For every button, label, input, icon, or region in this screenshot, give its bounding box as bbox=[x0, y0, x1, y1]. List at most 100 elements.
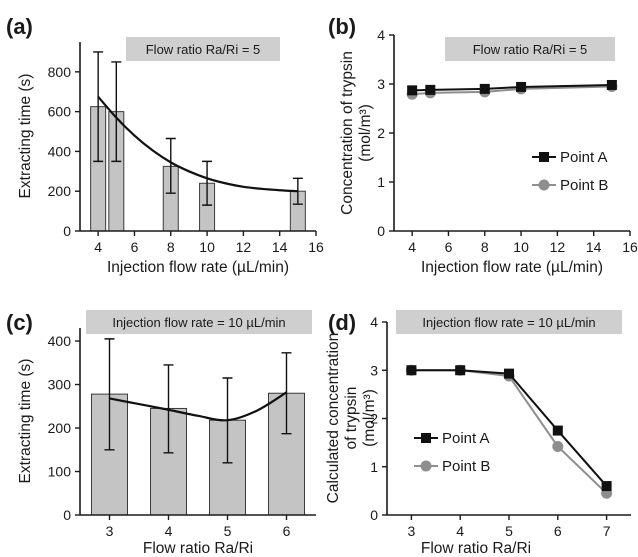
annotation-text: Injection flow rate = 10 µL/min bbox=[422, 315, 595, 330]
legend-label: Point B bbox=[560, 177, 608, 194]
y-tick-label: 800 bbox=[48, 64, 72, 80]
error-bar bbox=[165, 137, 176, 194]
marker-square bbox=[606, 79, 617, 90]
x-axis-title: Injection flow rate (µL/min) bbox=[107, 259, 289, 276]
y-axis-title: Calculated concentration bbox=[325, 333, 342, 504]
x-tick-label: 4 bbox=[165, 523, 173, 539]
x-tick-label: 3 bbox=[106, 523, 114, 539]
x-tick-label: 14 bbox=[586, 239, 602, 255]
error-bar bbox=[202, 160, 213, 206]
y-axis-unit: (mol/m³) bbox=[361, 389, 378, 447]
y-tick-label: 400 bbox=[48, 143, 72, 159]
x-tick-label: 3 bbox=[408, 523, 416, 539]
x-tick-label: 4 bbox=[94, 239, 102, 255]
marker-square bbox=[504, 368, 514, 379]
marker-square bbox=[425, 84, 436, 95]
x-tick-label: 10 bbox=[513, 239, 529, 255]
legend-marker-circle bbox=[538, 179, 550, 191]
legend-marker-circle bbox=[420, 460, 432, 472]
y-tick-label: 300 bbox=[48, 377, 72, 393]
annotation-box bbox=[445, 37, 615, 61]
y-tick-label: 2 bbox=[377, 125, 385, 141]
x-tick-label: 4 bbox=[408, 239, 416, 255]
marker-square bbox=[552, 425, 563, 436]
error-bar bbox=[93, 51, 104, 163]
x-tick-label: 10 bbox=[199, 239, 215, 255]
annotation-box bbox=[396, 310, 622, 334]
annotation-text: Flow ratio Ra/Ri = 5 bbox=[146, 42, 261, 57]
error-bar bbox=[104, 338, 115, 451]
x-tick-label: 12 bbox=[550, 239, 566, 255]
chart-panel-c: (c) Injection flow rate = 10 µL/min 0 100 20… bbox=[6, 310, 316, 557]
x-tick-label: 7 bbox=[603, 523, 611, 539]
y-tick-label: 4 bbox=[377, 27, 385, 43]
y-tick-label: 1 bbox=[370, 459, 378, 475]
marker-square bbox=[516, 81, 527, 92]
marker-square bbox=[406, 365, 417, 376]
x-tick-label: 16 bbox=[622, 239, 638, 255]
x-tick-label: 8 bbox=[481, 239, 489, 255]
y-tick-label: 4 bbox=[370, 314, 378, 330]
y-axis-title: Concentration of trypsin bbox=[339, 51, 356, 215]
fit-curve bbox=[109, 391, 288, 422]
x-axis-title: Flow ratio Ra/Ri bbox=[143, 540, 253, 557]
y-axis-unit: (mol/m³) bbox=[357, 104, 374, 162]
marker-square bbox=[407, 85, 418, 96]
y-axis-title: Extracting time (s) bbox=[17, 74, 34, 199]
x-tick-label: 16 bbox=[308, 239, 324, 255]
y-axis-title: Extracting time (s) bbox=[17, 359, 34, 484]
legend-label: Point A bbox=[560, 149, 608, 166]
chart-panel-a: (a) Flow ratio Ra/Ri = 5 0 200 400 600 800 4 6 8 1… bbox=[6, 14, 324, 276]
annotation-box bbox=[86, 310, 312, 334]
x-tick-label: 6 bbox=[445, 239, 453, 255]
x-tick-label: 6 bbox=[554, 523, 562, 539]
marker-circle bbox=[552, 440, 564, 452]
x-tick-label: 5 bbox=[505, 523, 513, 539]
y-axis-title-line2: of trypsin bbox=[343, 387, 360, 450]
legend-label: Point B bbox=[442, 458, 490, 475]
fit-curve bbox=[97, 95, 298, 193]
legend: Point A Point B bbox=[532, 149, 608, 194]
x-tick-label: 4 bbox=[456, 523, 464, 539]
y-tick-label: 3 bbox=[377, 76, 385, 92]
y-tick-label: 0 bbox=[63, 223, 71, 239]
chart-panel-d: (d) Injection flow rate = 10 µL/min 0 1 2 3 4 3… bbox=[325, 310, 631, 557]
y-tick-label: 1 bbox=[377, 174, 385, 190]
x-tick-label: 6 bbox=[283, 523, 291, 539]
x-tick-label: 12 bbox=[236, 239, 252, 255]
panel-label-d: (d) bbox=[328, 310, 356, 335]
annotation-text: Injection flow rate = 10 µL/min bbox=[112, 315, 285, 330]
legend-marker-square bbox=[421, 433, 431, 443]
marker-square bbox=[479, 83, 490, 94]
y-tick-label: 3 bbox=[370, 362, 378, 378]
y-tick-label: 0 bbox=[63, 507, 71, 523]
x-tick-label: 8 bbox=[167, 239, 175, 255]
x-tick-label: 14 bbox=[272, 239, 288, 255]
marker-square bbox=[601, 481, 612, 492]
series-line-point-a bbox=[411, 369, 608, 487]
y-tick-label: 100 bbox=[48, 464, 72, 480]
marker-square bbox=[455, 365, 466, 376]
panel-label-c: (c) bbox=[6, 310, 33, 335]
y-tick-label: 0 bbox=[377, 223, 385, 239]
y-tick-label: 2 bbox=[370, 411, 378, 427]
series-line-point-b bbox=[411, 369, 608, 495]
legend-label: Point A bbox=[442, 430, 490, 447]
legend-marker-square bbox=[539, 152, 549, 162]
error-bar bbox=[111, 61, 122, 163]
y-tick-label: 0 bbox=[370, 507, 378, 523]
x-axis-title: Injection flow rate (µL/min) bbox=[421, 259, 603, 276]
x-axis-title: Flow ratio Ra/Ri bbox=[421, 540, 531, 557]
y-tick-label: 200 bbox=[48, 420, 72, 436]
legend: Point A Point B bbox=[414, 430, 490, 475]
x-tick-label: 6 bbox=[131, 239, 139, 255]
panel-label-a: (a) bbox=[6, 14, 33, 39]
y-tick-label: 200 bbox=[48, 183, 72, 199]
panel-label-b: (b) bbox=[328, 14, 356, 39]
y-tick-label: 400 bbox=[48, 333, 72, 349]
annotation-text: Flow ratio Ra/Ri = 5 bbox=[473, 42, 588, 57]
y-tick-label: 600 bbox=[48, 104, 72, 120]
x-tick-label: 5 bbox=[224, 523, 232, 539]
